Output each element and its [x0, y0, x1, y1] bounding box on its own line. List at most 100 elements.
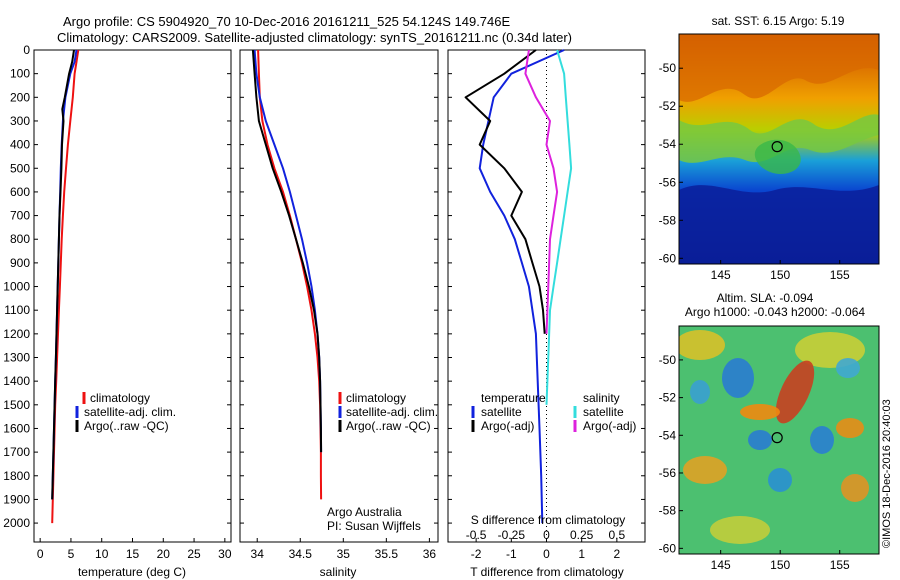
- series-line-satellite: [478, 49, 565, 524]
- sla-orange-patch: [740, 404, 780, 420]
- x-tick-label: 0: [37, 547, 44, 561]
- y-tick-label: 1800: [3, 469, 30, 483]
- series-line-argo-adj: [464, 49, 546, 334]
- sla-orange-patch: [841, 474, 869, 502]
- sla-blue-eddy: [768, 468, 792, 492]
- map-x-tick-label: 155: [830, 268, 850, 282]
- sst-map-title: sat. SST: 6.15 Argo: 5.19: [712, 14, 845, 28]
- sla-blue-eddy: [748, 430, 772, 450]
- y-tick-label: 1600: [3, 421, 30, 435]
- x2-tick-label: 0.25: [570, 528, 594, 542]
- sst-warm-band: [679, 34, 879, 102]
- y-tick-label: 1300: [3, 351, 30, 365]
- series-line-satellite-adj-clim: [51, 49, 78, 500]
- temperature-legend: climatology satellite-adj. clim. Argo(..…: [75, 391, 176, 433]
- series-line-satellite: [545, 49, 573, 405]
- x2-tick-label: 0.5: [609, 528, 626, 542]
- s-difference-axis-label: S difference from climatology: [471, 513, 626, 527]
- sla-map-image: [679, 326, 879, 554]
- map-y-tick-label: -56: [659, 175, 677, 189]
- sst-cold-band: [679, 185, 879, 264]
- sla-map-frame: [678, 325, 880, 555]
- temperature-axis-label: temperature (deg C): [78, 565, 186, 579]
- sla-orange-patch: [836, 418, 864, 438]
- y-tick-label: 1200: [3, 327, 30, 341]
- argo-location-marker: [771, 432, 783, 444]
- map-y-tick-label: -56: [659, 466, 677, 480]
- x-tick-label: 35.5: [375, 547, 399, 561]
- y-tick-label: 900: [10, 256, 30, 270]
- legend-label-argo: Argo(..raw -QC): [84, 419, 169, 433]
- map-y-tick-label: -50: [659, 353, 677, 367]
- series-line-argo-raw-qc: [51, 49, 75, 500]
- legend-label-t-argo: Argo(-adj): [481, 419, 534, 433]
- sla-blue-eddy: [836, 358, 860, 378]
- map-y-tick-label: -58: [659, 504, 677, 518]
- sla-map-axes: 145 150 155 -50 -52 -54 -56 -58 -60: [659, 353, 850, 572]
- y-tick-label: 1000: [3, 280, 30, 294]
- map-x-tick-label: 150: [770, 268, 790, 282]
- x2-tick-label: -0.5: [466, 528, 487, 542]
- x-tick-label: 15: [126, 547, 140, 561]
- temperature-plot-layer: 0100200300400500600700800900100011001200…: [3, 43, 232, 561]
- salinity-panel-frame: [239, 49, 439, 543]
- x-tick-label: 25: [187, 547, 201, 561]
- x-tick-label: 20: [157, 547, 171, 561]
- y-tick-label: 2000: [3, 516, 30, 530]
- argo-location-marker: [771, 141, 783, 153]
- map-y-tick-label: -60: [659, 251, 677, 265]
- map-y-tick-label: -50: [659, 61, 677, 75]
- y-tick-label: 100: [10, 67, 30, 81]
- x2-tick-label: -0.25: [498, 528, 526, 542]
- legend-label-s-argo: Argo(-adj): [583, 419, 636, 433]
- legend-header-temperature: temperature: [481, 391, 546, 405]
- x-tick-label: -1: [506, 547, 517, 561]
- legend-label-s-satellite: satellite: [583, 405, 624, 419]
- series-line-argo-adj: [524, 49, 559, 334]
- y-tick-label: 0: [23, 43, 30, 57]
- imos-watermark: ©IMOS 18-Dec-2016 20:40:03: [881, 399, 893, 548]
- map-x-tick-label: 150: [770, 558, 790, 572]
- sla-yellow-patch: [679, 330, 725, 360]
- sst-map-image: [679, 34, 879, 264]
- difference-legend: temperature salinity satellite Argo(-adj…: [471, 391, 636, 433]
- map-x-tick-label: 145: [711, 558, 731, 572]
- x2-tick-label: 0: [543, 528, 550, 542]
- sst-map-axes: 145 150 155 -50 -52 -54 -56 -58 -60: [659, 61, 850, 282]
- x-tick-label: 35: [337, 547, 351, 561]
- salinity-axis-label: salinity: [320, 565, 357, 579]
- sst-green-eddy: [754, 139, 801, 175]
- legend-header-salinity: salinity: [583, 391, 620, 405]
- y-tick-label: 400: [10, 138, 30, 152]
- x-tick-label: 0: [543, 547, 550, 561]
- map-y-tick-label: -52: [659, 99, 677, 113]
- x-tick-label: 34.5: [289, 547, 313, 561]
- salinity-plot-layer: 34 34.5 35 35.5 36: [240, 49, 438, 561]
- series-line-climatology: [257, 49, 323, 500]
- y-tick-label: 1100: [4, 303, 30, 317]
- map-y-tick-label: -60: [659, 541, 677, 555]
- sla-map-title: Altim. SLA: -0.094: [717, 291, 814, 305]
- y-tick-label: 1700: [3, 445, 30, 459]
- x-tick-label: 5: [68, 547, 75, 561]
- annotation-pi-name: PI: Susan Wijffels: [327, 519, 421, 533]
- legend-label-climatology: climatology: [346, 391, 406, 405]
- x-tick-label: 30: [218, 547, 232, 561]
- y-tick-label: 700: [10, 209, 30, 223]
- sla-yellow-patch: [710, 516, 770, 544]
- header-line1: Argo profile: CS 5904920_70 10-Dec-2016 …: [63, 14, 510, 29]
- series-line-climatology: [51, 49, 80, 524]
- map-y-tick-label: -58: [659, 213, 677, 227]
- sst-front-band: [679, 114, 879, 163]
- y-tick-label: 800: [10, 232, 30, 246]
- map-y-tick-label: -54: [659, 428, 677, 442]
- series-line-argo-raw-qc: [251, 49, 323, 453]
- x-tick-label: 1: [578, 547, 585, 561]
- annotation-argo-australia: Argo Australia: [327, 505, 402, 519]
- map-y-tick-label: -52: [659, 391, 677, 405]
- sst-map-frame: [678, 33, 880, 265]
- sla-red-ridge: [775, 360, 815, 424]
- y-tick-label: 200: [10, 90, 30, 104]
- map-x-tick-label: 145: [711, 268, 731, 282]
